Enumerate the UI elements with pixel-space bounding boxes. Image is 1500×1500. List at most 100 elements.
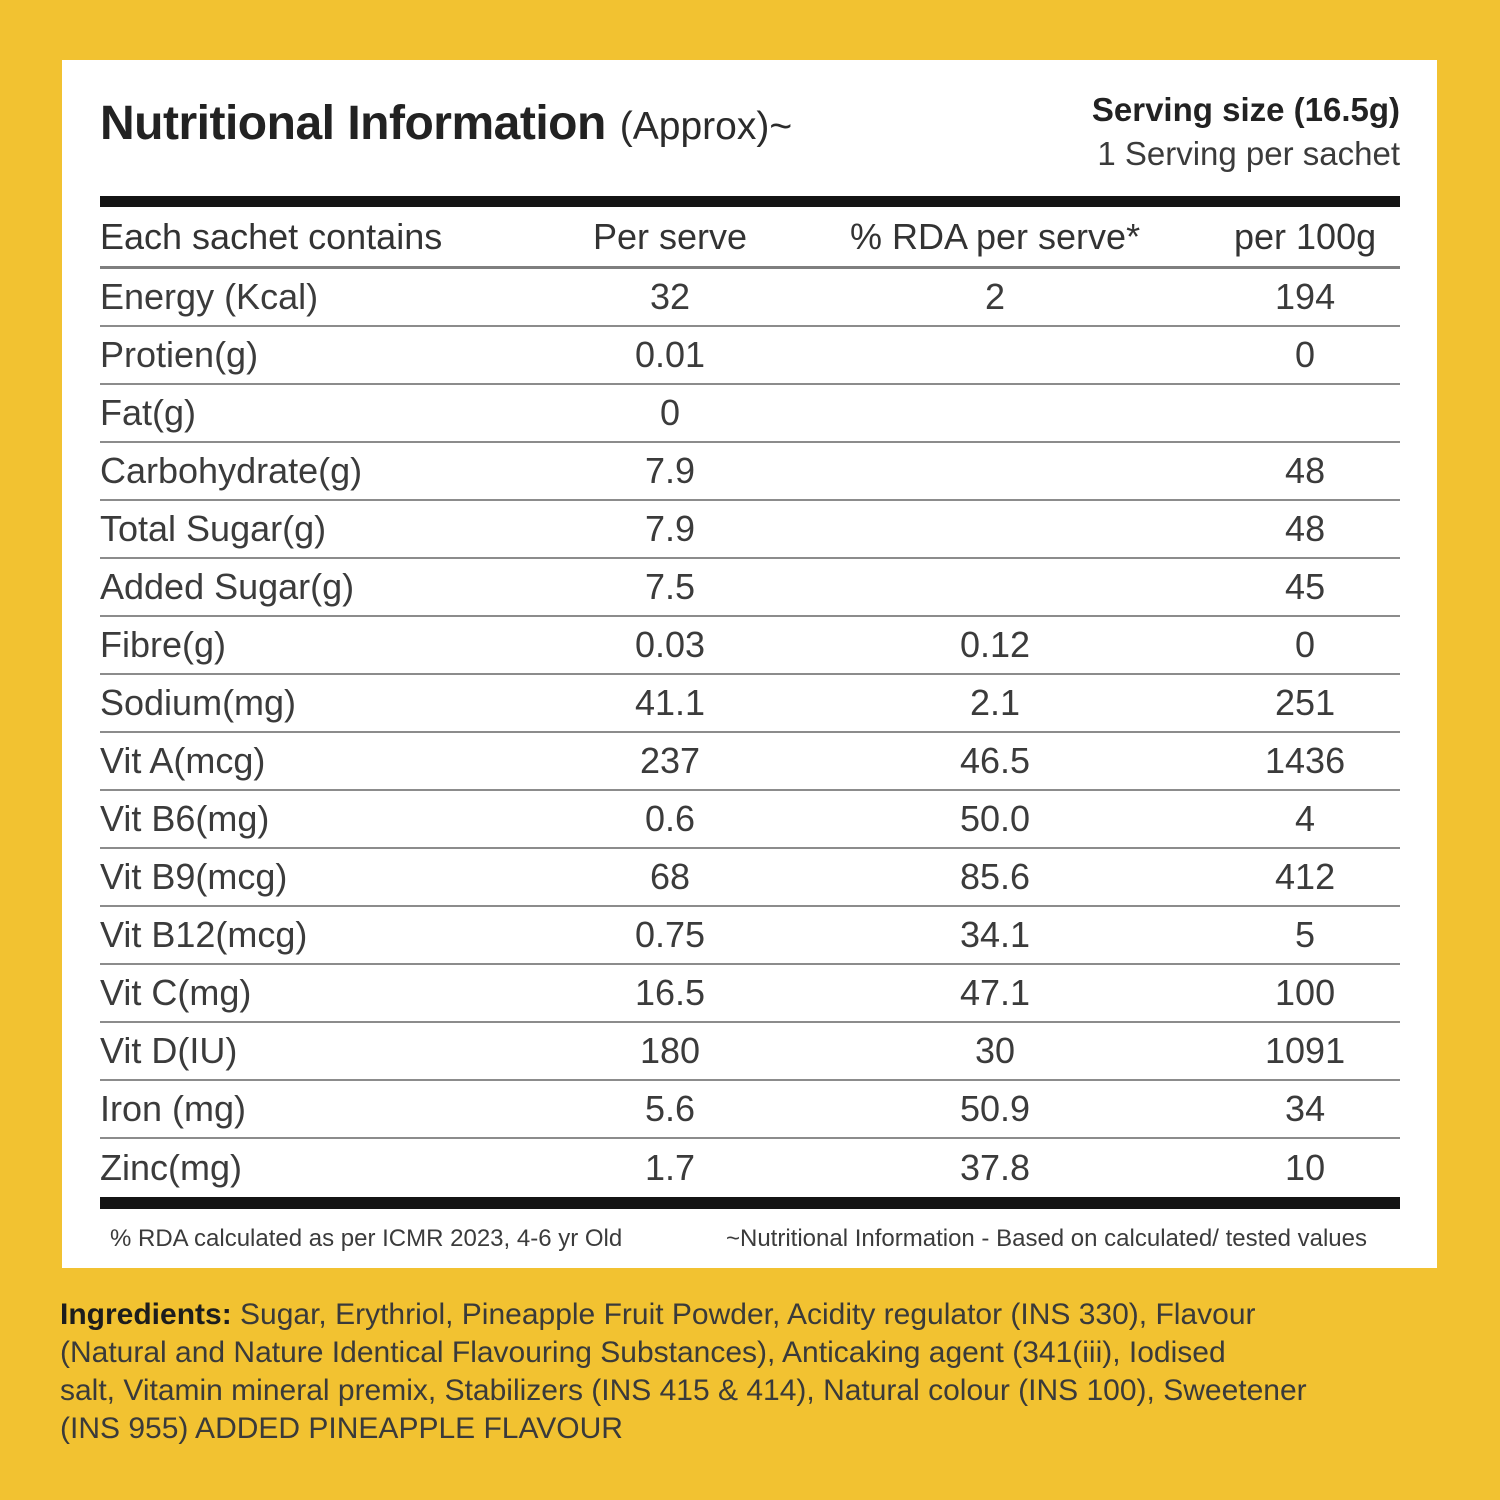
table-row: Vit B9(mcg) 68 85.6 412 (100, 849, 1400, 907)
table-row: Energy (Kcal) 32 2 194 (100, 269, 1400, 327)
serving-info: Serving size (16.5g) 1 Serving per sache… (1092, 88, 1400, 175)
cell-label: Carbohydrate(g) (100, 450, 363, 491)
cell-per-serve: 68 (650, 856, 691, 897)
cell-per-serve: 180 (639, 1030, 701, 1071)
cell-label: Protien(g) (100, 334, 259, 375)
cell-label: Added Sugar(g) (100, 566, 355, 607)
cell-label: Fibre(g) (100, 624, 227, 665)
cell-per-serve: 32 (650, 276, 691, 317)
cell-per-100g: 1091 (1265, 1030, 1346, 1071)
cell-rda: 37.8 (959, 1147, 1031, 1188)
cell-per-100g: 0 (1295, 334, 1316, 375)
table-row: Vit B12(mcg) 0.75 34.1 5 (100, 907, 1400, 965)
table-row: Added Sugar(g) 7.5 45 (100, 559, 1400, 617)
table-row: Total Sugar(g) 7.9 48 (100, 501, 1400, 559)
ingredients-text: Sugar, Erythriol, Pineapple Fruit Powder… (231, 1298, 1256, 1331)
cell-label: Zinc(mg) (100, 1147, 242, 1188)
cell-per-serve: 0.6 (645, 798, 696, 839)
footnote-values: ~Nutritional Information - Based on calc… (725, 1225, 1367, 1252)
ingredients-line: (INS 955) ADDED PINEAPPLE FLAVOUR (60, 1412, 623, 1445)
table-row: Carbohydrate(g) 7.9 48 (100, 443, 1400, 501)
cell-per-100g: 45 (1285, 566, 1326, 607)
cell-per-serve: 0.03 (634, 624, 706, 665)
divider-thick-top (100, 196, 1400, 207)
cell-per-serve: 7.9 (645, 508, 696, 549)
cell-per-serve: 41.1 (634, 682, 706, 723)
cell-per-serve: 1.7 (645, 1147, 696, 1188)
cell-label: Vit C(mg) (100, 972, 252, 1013)
table-row: Sodium(mg) 41.1 2.1 251 (100, 675, 1400, 733)
cell-per-100g: 412 (1275, 856, 1336, 897)
ingredients-line: Ingredients: Sugar, Erythriol, Pineapple… (60, 1296, 1442, 1334)
ingredients-line: salt, Vitamin mineral premix, Stabilizer… (60, 1374, 1307, 1407)
cell-per-serve: 0.75 (634, 914, 706, 955)
page-title: Nutritional Information (Approx)~ (100, 96, 792, 151)
cell-rda: 50.0 (959, 798, 1031, 839)
title-text: Nutritional Information (100, 97, 606, 150)
cell-per-100g: 251 (1275, 682, 1336, 723)
cell-per-100g: 5 (1295, 914, 1316, 955)
cell-rda: 47.1 (959, 972, 1031, 1013)
table-row: Iron (mg) 5.6 50.9 34 (100, 1081, 1400, 1139)
table-row: Vit C(mg) 16.5 47.1 100 (100, 965, 1400, 1023)
cell-label: Vit B12(mcg) (100, 914, 308, 955)
nutrition-label-card: Nutritional Information (Approx)~ Servin… (62, 60, 1437, 1268)
cell-rda: 30 (975, 1030, 1016, 1071)
column-header-label: Each sachet contains (100, 215, 443, 257)
cell-label: Sodium(mg) (100, 682, 297, 723)
cell-label: Vit D(IU) (100, 1030, 238, 1071)
table-row: Fat(g) 0 (100, 385, 1400, 443)
cell-rda: 46.5 (959, 740, 1031, 781)
table-row: Zinc(mg) 1.7 37.8 10 (100, 1139, 1400, 1197)
table-row: Fibre(g) 0.03 0.12 0 (100, 617, 1400, 675)
cell-per-serve: 5.6 (645, 1088, 696, 1129)
cell-label: Energy (Kcal) (100, 276, 319, 317)
table-row: Protien(g) 0.01 0 (100, 327, 1400, 385)
cell-per-100g: 0 (1295, 624, 1316, 665)
cell-rda: 50.9 (959, 1088, 1031, 1129)
divider-thick-bottom (100, 1197, 1400, 1209)
cell-per-100g: 34 (1285, 1088, 1326, 1129)
cell-label: Vit B9(mcg) (100, 856, 288, 897)
cell-label: Fat(g) (100, 392, 197, 433)
cell-per-serve: 0 (660, 392, 681, 433)
cell-label: Iron (mg) (100, 1088, 247, 1129)
cell-per-serve: 16.5 (634, 972, 706, 1013)
cell-rda: 34.1 (959, 914, 1031, 955)
table-row: Vit B6(mg) 0.6 50.0 4 (100, 791, 1400, 849)
table-header-row: Each sachet contains Per serve % RDA per… (100, 207, 1400, 269)
table-row: Vit A(mcg) 237 46.5 1436 (100, 733, 1400, 791)
cell-per-100g: 1436 (1265, 740, 1346, 781)
table-row: Vit D(IU) 180 30 1091 (100, 1023, 1400, 1081)
ingredients-label: Ingredients: (60, 1298, 232, 1331)
cell-rda: 85.6 (959, 856, 1031, 897)
cell-rda: 2 (985, 276, 1006, 317)
cell-label: Total Sugar(g) (100, 508, 327, 549)
ingredients-paragraph: Ingredients: Sugar, Erythriol, Pineapple… (60, 1296, 1442, 1448)
ingredients-line: (Natural and Nature Identical Flavouring… (60, 1336, 1226, 1369)
serving-size: Serving size (16.5g) (1091, 91, 1400, 128)
title-suffix: (Approx)~ (619, 105, 793, 148)
table-body: Energy (Kcal) 32 2 194 Protien(g) 0.01 0… (100, 269, 1400, 1197)
column-header-per-100g: per 100g (1234, 215, 1377, 257)
cell-per-100g: 48 (1285, 508, 1326, 549)
cell-rda: 0.12 (959, 624, 1031, 665)
cell-per-100g: 4 (1295, 798, 1316, 839)
footnote-rda: % RDA calculated as per ICMR 2023, 4-6 y… (110, 1225, 623, 1252)
servings-per-sachet: 1 Serving per sachet (1097, 134, 1400, 172)
cell-label: Vit A(mcg) (100, 740, 266, 781)
footnotes: % RDA calculated as per ICMR 2023, 4-6 y… (100, 1225, 1400, 1253)
cell-label: Vit B6(mg) (100, 798, 270, 839)
cell-per-serve: 7.9 (645, 450, 696, 491)
column-header-rda: % RDA per serve* (849, 215, 1141, 257)
cell-per-100g: 100 (1275, 972, 1336, 1013)
cell-per-100g: 10 (1285, 1147, 1326, 1188)
column-header-per-serve: Per serve (593, 215, 748, 257)
cell-rda: 2.1 (970, 682, 1021, 723)
cell-per-100g: 48 (1285, 450, 1326, 491)
cell-per-100g: 194 (1275, 276, 1336, 317)
cell-per-serve: 7.5 (645, 566, 696, 607)
cell-per-serve: 237 (639, 740, 701, 781)
card-header: Nutritional Information (Approx)~ Servin… (100, 60, 1400, 196)
cell-per-serve: 0.01 (634, 334, 706, 375)
